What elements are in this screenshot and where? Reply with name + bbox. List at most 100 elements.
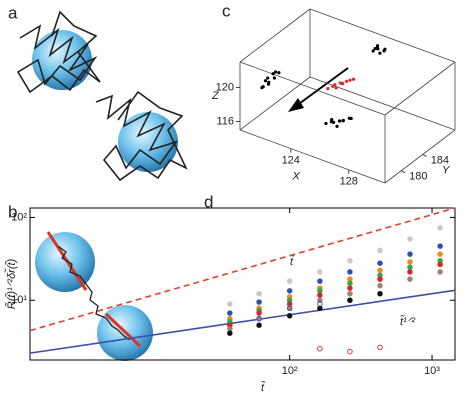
y-tick-label: 10¹ [11, 294, 27, 306]
point [337, 119, 342, 123]
point [347, 348, 353, 355]
point [347, 269, 353, 275]
point [377, 267, 383, 274]
point [345, 79, 349, 83]
point [437, 251, 443, 257]
point [341, 119, 345, 123]
point [377, 344, 383, 351]
x-tick-label: 128 [340, 176, 358, 188]
point [317, 297, 323, 304]
y-axis-label: Y [442, 164, 450, 176]
box-edge [239, 129, 386, 184]
point [227, 330, 233, 336]
point [377, 276, 383, 282]
y-tick [422, 154, 427, 157]
point [317, 301, 323, 307]
point [377, 282, 383, 289]
point [378, 51, 382, 55]
point [271, 72, 275, 76]
point [351, 77, 356, 81]
y-axis-label: R̃(t̃)¹ᐟ²δr̃(t̃) [5, 258, 18, 309]
point [266, 76, 270, 80]
point [334, 86, 338, 90]
point [317, 345, 323, 352]
point [317, 288, 323, 294]
point [407, 276, 413, 282]
point [377, 290, 383, 297]
x-tick-label: 10³ [424, 365, 440, 377]
point [324, 121, 328, 126]
point [437, 225, 443, 231]
point [263, 79, 268, 83]
box-edge [239, 61, 386, 116]
point [286, 288, 293, 294]
y-tick-label: 184 [431, 154, 449, 166]
point [407, 259, 413, 265]
arrow [288, 67, 349, 112]
box-edge [239, 76, 311, 131]
point [347, 257, 353, 264]
annotation: t̃ [290, 255, 295, 268]
point [286, 278, 293, 284]
point [256, 310, 262, 316]
point [335, 124, 339, 128]
point [277, 71, 281, 75]
point [407, 269, 413, 275]
x-axis-label: X [292, 170, 301, 182]
z-tick-label: 120 [216, 81, 234, 93]
y-tick [400, 170, 406, 174]
point [407, 236, 413, 242]
point [376, 47, 380, 51]
z-tick-label: 116 [216, 115, 234, 127]
reference-line [29, 207, 456, 332]
y-tick-label: 180 [409, 171, 427, 183]
reference-line [29, 289, 456, 354]
point [437, 269, 443, 275]
point [341, 82, 345, 86]
point [272, 76, 276, 80]
point [349, 116, 353, 121]
box-edge [309, 8, 456, 63]
point [377, 260, 383, 266]
point [317, 292, 323, 298]
panel-label: c [222, 1, 231, 20]
x-axis-label: t̃ [261, 381, 266, 394]
point [331, 84, 335, 88]
point [375, 44, 380, 48]
box-edge [384, 61, 456, 116]
point [347, 280, 353, 287]
point [373, 46, 377, 51]
box-edge [239, 8, 311, 63]
point [371, 49, 375, 53]
panel-label: a [8, 3, 18, 22]
point [326, 87, 330, 91]
point [274, 70, 278, 74]
x-tick-label: 10² [282, 365, 298, 377]
point [383, 47, 387, 51]
point [286, 313, 293, 319]
point [407, 264, 413, 271]
point [377, 247, 383, 254]
point [266, 82, 271, 86]
point [227, 310, 233, 316]
panel-label: b [8, 202, 17, 221]
point [317, 278, 323, 284]
point [347, 290, 353, 297]
x-tick-label: 124 [282, 154, 300, 166]
point [227, 301, 233, 307]
box-edge [384, 129, 456, 184]
point [348, 78, 352, 82]
panel-label: d [204, 192, 213, 211]
y-tick-label: 10² [11, 211, 27, 223]
point [347, 297, 353, 304]
z-axis-label: Z [211, 90, 220, 102]
annotation: t̃¹ᐟ² [400, 315, 416, 328]
point [330, 118, 334, 122]
point [256, 290, 262, 297]
point [256, 299, 262, 305]
point [256, 315, 262, 322]
illustration-a [16, 10, 188, 361]
point [331, 120, 336, 124]
point [317, 269, 323, 275]
